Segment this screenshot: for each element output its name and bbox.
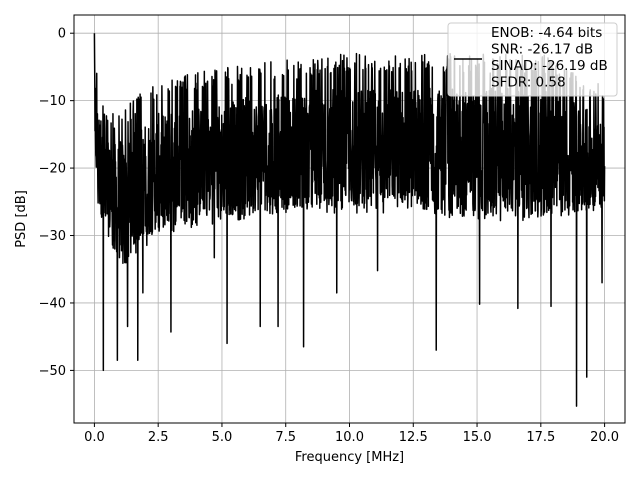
y-tick-label: −30 <box>39 229 66 244</box>
legend-enob-text: ENOB: -4.64 bits <box>491 25 602 41</box>
legend-box <box>447 22 618 97</box>
y-axis-ticks: 0 −10 −20 −30 −40 −50 <box>39 27 74 379</box>
y-axis-label: PSD [dB] <box>14 190 29 248</box>
x-tick-label: 5.0 <box>212 430 233 445</box>
x-axis-label: Frequency [MHz] <box>295 450 404 465</box>
legend-sfdr-text: SFDR: 0.58 <box>491 75 566 91</box>
x-tick-label: 17.5 <box>526 430 555 445</box>
y-tick-label: −40 <box>39 296 66 311</box>
psd-series-line-group <box>93 33 606 407</box>
y-tick-label: −20 <box>39 162 66 177</box>
x-tick-label: 20.0 <box>590 430 619 445</box>
x-tick-label: 15.0 <box>463 430 492 445</box>
legend-sinad-text: SINAD: -26.19 dB <box>491 58 608 74</box>
y-tick-label: −50 <box>39 364 66 379</box>
legend: ENOB: -4.64 bits SNR: -26.17 dB SINAD: -… <box>447 22 618 97</box>
legend-snr-text: SNR: -26.17 dB <box>491 42 593 58</box>
x-tick-label: 2.5 <box>148 430 169 445</box>
x-tick-label: 7.5 <box>275 430 296 445</box>
x-axis-ticks: 0.0 2.5 5.0 7.5 10.0 12.5 15.0 17.5 20.0 <box>84 423 619 445</box>
y-tick-label: 0 <box>58 27 66 42</box>
psd-series-line <box>93 33 606 407</box>
x-tick-label: 12.5 <box>399 430 428 445</box>
y-tick-label: −10 <box>39 94 66 109</box>
x-tick-label: 0.0 <box>84 430 105 445</box>
x-tick-label: 10.0 <box>335 430 364 445</box>
